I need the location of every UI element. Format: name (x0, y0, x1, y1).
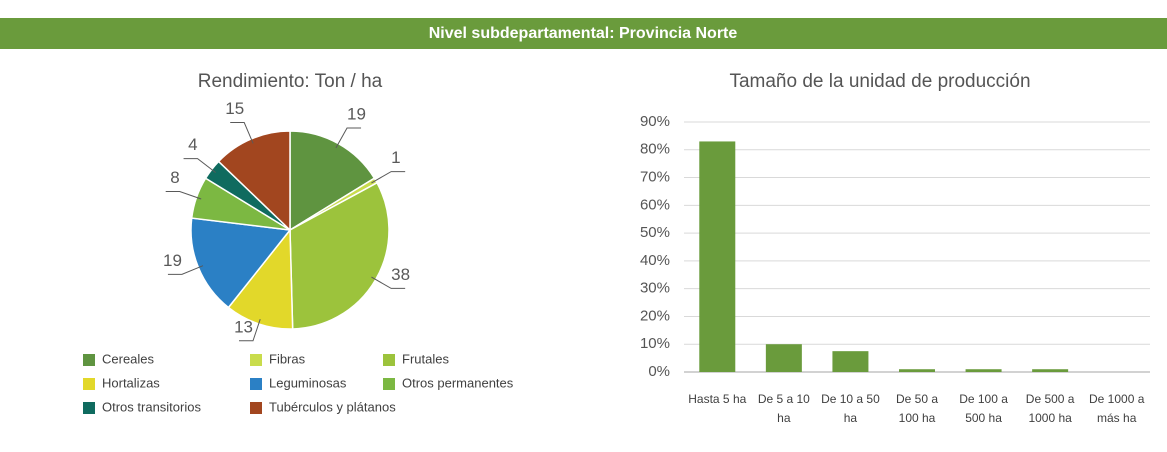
x-tick-label: De 500 a 1000 ha (1025, 392, 1075, 425)
legend-label: Fibras (269, 351, 306, 366)
data-label: 15 (225, 99, 244, 118)
y-tick-label: 50% (640, 224, 670, 241)
data-label: 19 (347, 105, 366, 124)
leader-line (371, 171, 406, 184)
legend-label: Frutales (402, 351, 449, 366)
y-tick-label: 90% (640, 113, 670, 130)
y-tick-label: 80% (640, 141, 670, 158)
x-tick-label: De 5 a 10 ha (757, 392, 810, 425)
data-label: 19 (163, 251, 182, 270)
leader-line (371, 276, 406, 289)
bar (832, 351, 869, 372)
legend-swatch (250, 402, 262, 414)
bar-title: Tamaño de la unidad de producción (729, 71, 1030, 92)
data-label: 1 (391, 148, 400, 167)
pie-title: Rendimiento: Ton / ha (198, 71, 383, 92)
legend-swatch (383, 378, 395, 390)
y-tick-label: 30% (640, 280, 670, 297)
leader-line (183, 158, 216, 173)
y-tick-label: 0% (648, 363, 670, 380)
bar (899, 369, 935, 372)
bar (699, 141, 736, 372)
y-tick-label: 60% (640, 196, 670, 213)
y-tick-label: 10% (640, 335, 670, 352)
legend-label: Leguminosas (269, 375, 347, 390)
legend-label: Tubérculos y plátanos (269, 399, 396, 414)
y-tick-label: 20% (640, 307, 670, 324)
legend-swatch (250, 354, 262, 366)
bar (965, 369, 1002, 372)
legend-swatch (83, 378, 95, 390)
x-tick-label: De 1000 a más ha (1089, 392, 1145, 425)
x-tick-label: De 100 a 500 ha (959, 392, 1008, 425)
legend-label: Otros transitorios (102, 399, 201, 414)
leader-line (239, 319, 261, 342)
legend-swatch (250, 378, 262, 390)
x-tick-label: De 10 a 50 ha (821, 392, 880, 425)
y-tick-label: 40% (640, 252, 670, 269)
x-tick-label: De 50 a 100 ha (895, 392, 939, 425)
data-label: 8 (170, 168, 179, 187)
legend-swatch (83, 354, 95, 366)
bar (765, 344, 802, 372)
x-tick-label: Hasta 5 ha (688, 392, 747, 406)
legend-label: Cereales (102, 351, 155, 366)
header-title: Nivel subdepartamental: Provincia Norte (429, 25, 738, 42)
legend-swatch (383, 354, 395, 366)
bar (1032, 369, 1069, 372)
data-label: 38 (391, 265, 410, 284)
legend-swatch (83, 402, 95, 414)
data-label: 4 (188, 135, 197, 154)
legend-label: Otros permanentes (402, 375, 514, 390)
leader-line (167, 265, 204, 275)
header-bar (0, 18, 1167, 49)
data-label: 13 (234, 317, 253, 336)
legend-label: Hortalizas (102, 375, 160, 390)
leader-line (230, 122, 254, 144)
leader-line (335, 127, 362, 149)
y-tick-label: 70% (640, 169, 670, 186)
leader-line (165, 191, 202, 200)
